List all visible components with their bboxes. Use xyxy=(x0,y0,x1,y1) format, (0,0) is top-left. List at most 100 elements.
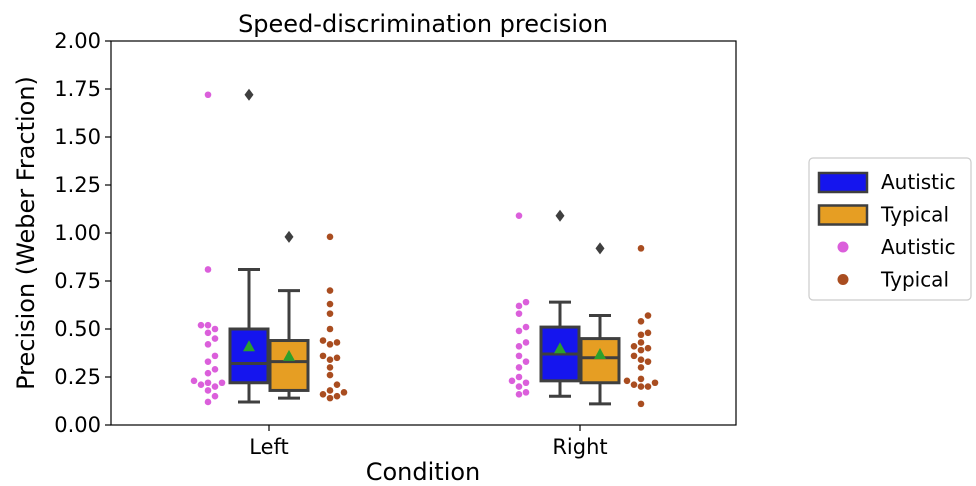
point-autistic xyxy=(522,323,530,331)
point-autistic xyxy=(522,339,530,346)
point-typical xyxy=(333,381,341,388)
mean-marker xyxy=(554,342,566,354)
point-autistic xyxy=(515,327,523,335)
legend-marker xyxy=(837,241,849,253)
legend-marker xyxy=(837,274,849,285)
point-autistic xyxy=(211,335,219,342)
mean-marker xyxy=(283,349,295,361)
point-typical xyxy=(326,325,334,333)
point-autistic xyxy=(515,352,523,360)
x-tick-label: Right xyxy=(552,435,607,459)
box-typical xyxy=(579,337,621,385)
point-typical xyxy=(644,329,652,337)
outlier-marker xyxy=(555,209,565,222)
point-typical xyxy=(644,383,652,390)
point-typical xyxy=(623,377,631,385)
point-autistic xyxy=(211,383,219,390)
mean-marker xyxy=(243,340,255,352)
y-axis-label: Precision (Weber Fraction) xyxy=(12,76,40,390)
point-autistic xyxy=(211,325,219,333)
point-autistic xyxy=(515,310,523,317)
point-typical xyxy=(326,300,334,308)
y-tick-label: 2.00 xyxy=(54,29,101,53)
point-typical xyxy=(630,352,638,360)
legend-frame xyxy=(808,157,972,301)
point-typical xyxy=(637,331,645,339)
plot-area xyxy=(190,88,659,408)
point-typical xyxy=(326,371,334,379)
legend-swatch xyxy=(817,171,869,194)
y-tick-label: 0.50 xyxy=(54,317,101,341)
outlier-marker xyxy=(284,230,294,243)
point-autistic xyxy=(204,341,212,348)
point-autistic xyxy=(522,379,530,387)
point-autistic xyxy=(218,379,226,387)
point-autistic xyxy=(204,321,212,329)
point-typical xyxy=(637,375,645,383)
point-typical xyxy=(326,310,334,317)
point-typical xyxy=(326,341,334,348)
point-typical xyxy=(333,354,341,362)
point-autistic xyxy=(515,390,523,398)
point-typical xyxy=(326,394,334,402)
outlier-marker xyxy=(244,88,254,101)
point-autistic xyxy=(190,377,198,385)
legend-label: Autistic xyxy=(881,170,956,194)
x-axis-label: Condition xyxy=(366,458,481,486)
point-autistic xyxy=(508,377,516,385)
point-typical xyxy=(319,390,327,398)
point-autistic xyxy=(211,366,219,373)
point-autistic xyxy=(522,358,530,365)
box-autistic xyxy=(228,327,270,385)
point-typical xyxy=(637,346,645,354)
point-typical xyxy=(637,245,645,252)
legend-swatch xyxy=(817,204,869,226)
y-tick-label: 1.75 xyxy=(54,77,101,101)
box-typical xyxy=(268,339,310,392)
point-typical xyxy=(326,233,334,241)
point-autistic xyxy=(522,389,530,396)
point-typical xyxy=(333,339,341,346)
point-autistic xyxy=(515,212,523,220)
point-autistic xyxy=(204,266,212,273)
legend-label: Autistic xyxy=(881,235,956,259)
y-tick-label: 0.25 xyxy=(54,365,101,389)
point-typical xyxy=(333,392,341,400)
point-typical xyxy=(326,356,334,364)
point-typical xyxy=(637,364,645,371)
point-autistic xyxy=(515,364,523,371)
point-autistic xyxy=(204,369,212,377)
y-tick-label: 1.50 xyxy=(54,125,101,149)
chart-title: Speed-discrimination precision xyxy=(238,10,608,38)
point-autistic xyxy=(204,398,212,406)
point-autistic xyxy=(204,358,212,365)
point-typical xyxy=(637,383,645,390)
x-tick-label: Left xyxy=(249,435,289,459)
point-autistic xyxy=(515,302,523,310)
point-typical xyxy=(651,379,659,387)
legend-label: Typical xyxy=(880,268,949,292)
y-tick-label: 1.25 xyxy=(54,173,101,197)
outlier-marker xyxy=(595,242,605,255)
point-typical xyxy=(644,358,652,365)
point-autistic xyxy=(211,352,219,360)
y-tick-label: 0.75 xyxy=(54,269,101,293)
point-autistic xyxy=(522,298,530,306)
point-typical xyxy=(637,318,645,325)
point-typical xyxy=(637,356,645,364)
axes: 0.00 0.25 0.50 0.75 1.00 1.25 1.50 1.75 2.00 Left… xyxy=(54,29,607,459)
point-typical xyxy=(630,381,638,388)
point-autistic xyxy=(204,329,212,337)
point-typical xyxy=(319,337,327,344)
point-autistic xyxy=(515,373,523,381)
point-autistic xyxy=(515,383,523,390)
point-autistic xyxy=(211,392,219,400)
point-autistic xyxy=(515,342,523,350)
y-tick-label: 0.00 xyxy=(54,413,101,437)
point-typical xyxy=(637,339,645,346)
point-typical xyxy=(630,342,638,350)
point-autistic xyxy=(204,379,212,387)
legend: Autistic Typical Autistic Typical xyxy=(808,157,972,301)
point-autistic xyxy=(197,321,205,329)
